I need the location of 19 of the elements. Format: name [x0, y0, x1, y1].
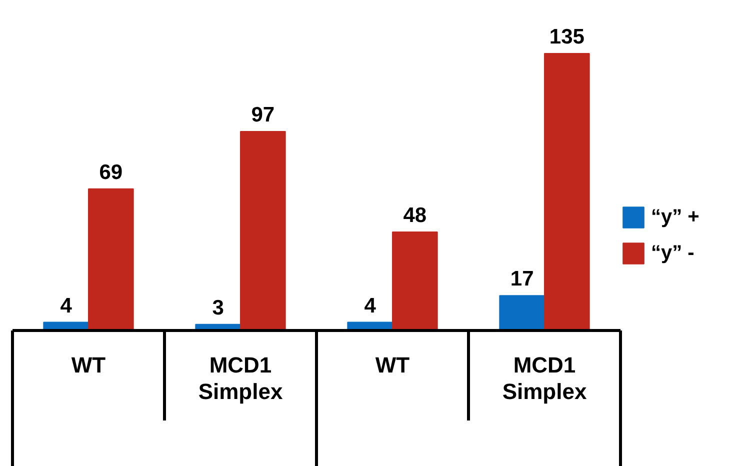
x-tick-label: MCD1 Simplex: [502, 352, 588, 404]
data-label: 3: [212, 296, 224, 320]
data-label: 4: [364, 294, 376, 318]
data-label: 97: [251, 103, 275, 126]
bar: [88, 188, 134, 331]
x-tick-label: WT: [375, 352, 410, 378]
data-label: 135: [549, 26, 585, 48]
bar: [499, 295, 545, 331]
bar: [392, 232, 438, 331]
legend-label: “y” -: [651, 242, 694, 264]
x-tick-label: WT: [71, 352, 106, 378]
data-label: 69: [99, 160, 123, 184]
x-tick-label: MCD1 Simplex: [198, 352, 284, 404]
data-label: 48: [403, 204, 427, 228]
bar: [240, 130, 286, 331]
bar: [544, 53, 590, 331]
data-label: 4: [60, 294, 72, 318]
legend-label: “y” +: [651, 206, 700, 228]
data-label: 17: [510, 268, 534, 291]
